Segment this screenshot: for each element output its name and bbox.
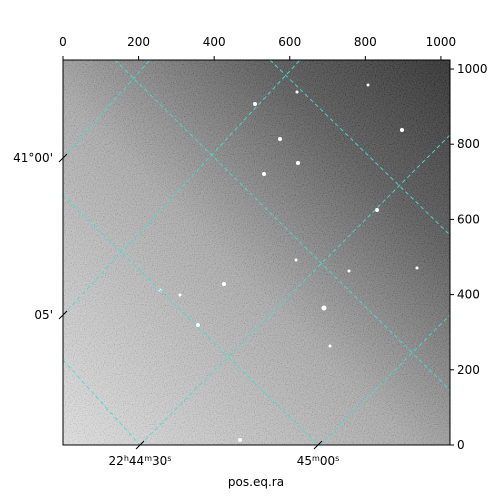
y-tick-label: 0 [457,438,465,452]
y-tick-label: 200 [457,363,480,377]
grid-line [139,134,450,445]
y-tick-label: 1000 [457,62,488,76]
grid-line [63,194,319,445]
dec-tick [58,153,68,163]
dec-tick [58,310,68,320]
x-tick-label: 600 [278,35,301,49]
ra-tick [313,440,323,450]
x-axis-label: pos.eq.ra [228,475,284,489]
y-tick-label: 800 [457,137,480,151]
axes-frame [62,59,451,446]
sky-image [63,60,450,445]
grid-line [63,60,301,316]
y-tick-label: 400 [457,288,480,302]
grid-line [114,60,450,391]
coordinate-grid [63,60,450,445]
ra-tick-label: 22h44m30s [109,454,172,469]
grid-line [319,314,450,445]
x-tick-label: 800 [354,35,377,49]
x-tick-label: 400 [203,35,226,49]
x-tick-label: 200 [127,35,150,49]
grid-line [63,60,151,159]
y-tick-label: 600 [457,212,480,226]
x-tick-label: 1000 [426,35,457,49]
dec-tick-label: 05' [34,308,53,322]
grid-line [63,359,141,445]
x-tick-label: 0 [59,35,67,49]
dec-tick-label: 41°00' [13,151,53,165]
ra-tick [135,440,145,450]
ra-tick-label: 45m00s [297,454,340,469]
